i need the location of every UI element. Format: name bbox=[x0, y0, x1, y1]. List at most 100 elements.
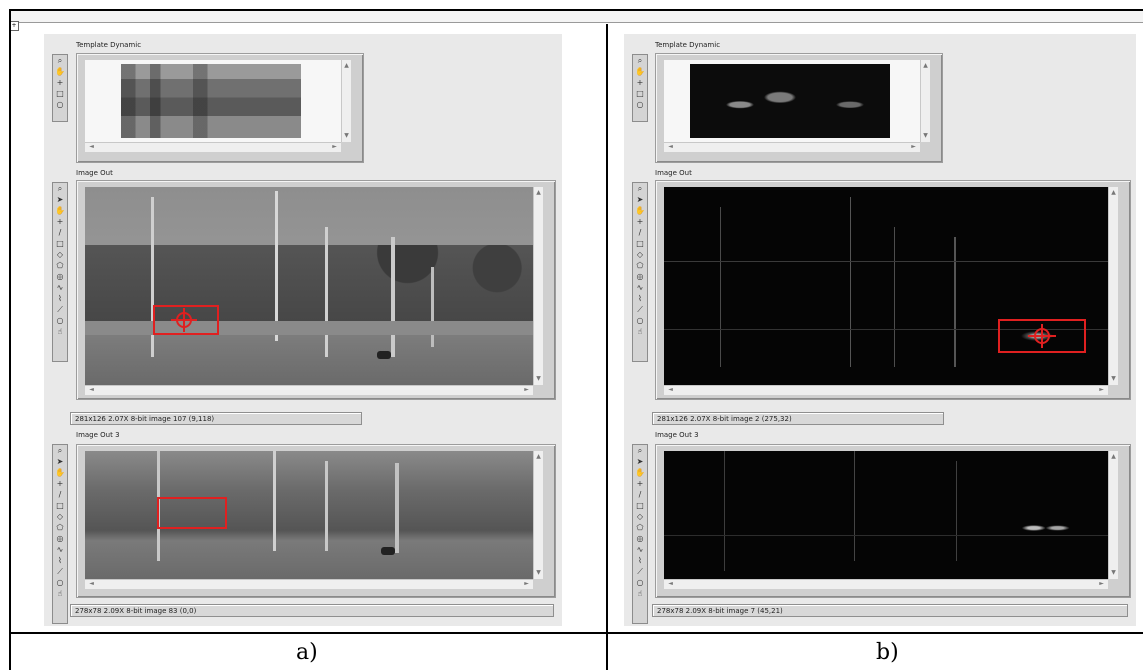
annulus-icon[interactable]: ◎ bbox=[636, 534, 644, 543]
template-image-b[interactable] bbox=[664, 60, 920, 142]
image-out-hscroll-a[interactable]: ◄ ► bbox=[85, 385, 533, 395]
template-vscroll-b[interactable]: ▲ ▼ bbox=[920, 60, 930, 142]
freehand-icon[interactable]: ∿ bbox=[636, 283, 644, 292]
hand-icon[interactable]: ☝ bbox=[57, 589, 63, 598]
image-out-vscroll-b[interactable]: ▲ ▼ bbox=[1108, 187, 1118, 385]
point-icon[interactable]: + bbox=[636, 78, 644, 87]
polygon-icon[interactable]: ⬠ bbox=[636, 261, 644, 270]
image-out3-image-b[interactable] bbox=[664, 451, 1108, 579]
freehand-icon[interactable]: ∿ bbox=[56, 545, 64, 554]
annulus-icon[interactable]: ◎ bbox=[56, 534, 64, 543]
image-out3-hscroll-a[interactable]: ◄ ► bbox=[85, 579, 533, 589]
line-icon[interactable]: / bbox=[58, 490, 62, 499]
polygon-icon[interactable]: ⬠ bbox=[56, 523, 64, 532]
polyline-icon[interactable]: ⟋ bbox=[637, 567, 643, 576]
point-icon[interactable]: + bbox=[56, 217, 64, 226]
point-icon[interactable]: + bbox=[56, 78, 64, 87]
image-out3-image-a[interactable] bbox=[85, 451, 533, 579]
dog-a bbox=[377, 351, 391, 359]
pan-icon[interactable]: ✋ bbox=[635, 67, 645, 76]
image-out3-display-a: ▲ ▼ ◄ ► bbox=[76, 444, 556, 598]
line-icon[interactable]: / bbox=[638, 228, 642, 237]
point-icon[interactable]: + bbox=[636, 479, 644, 488]
annulus-icon[interactable]: ◎ bbox=[56, 272, 64, 281]
image-out-display-a: ▲ ▼ ◄ ► bbox=[76, 180, 556, 400]
rectangle-icon[interactable]: □ bbox=[56, 239, 64, 248]
freehand-icon[interactable]: ∿ bbox=[56, 283, 64, 292]
polyline-icon[interactable]: ⟋ bbox=[57, 567, 63, 576]
rectangle-icon[interactable]: □ bbox=[56, 501, 64, 510]
rectangle-icon[interactable]: □ bbox=[56, 89, 64, 98]
polyline-icon[interactable]: ⟋ bbox=[637, 305, 643, 314]
hand-icon[interactable]: ☝ bbox=[637, 327, 643, 336]
image-out3-vscroll-a[interactable]: ▲ ▼ bbox=[533, 451, 543, 579]
zoom-icon[interactable]: ⌕ bbox=[637, 56, 643, 65]
freehand-icon[interactable]: ∿ bbox=[636, 545, 644, 554]
zoom-icon[interactable]: ⌕ bbox=[637, 184, 643, 193]
image-out3-hscroll-b[interactable]: ◄ ► bbox=[664, 579, 1108, 589]
point-icon[interactable]: + bbox=[56, 479, 64, 488]
pan-icon[interactable]: ✋ bbox=[55, 67, 65, 76]
broken-line-icon[interactable]: ⌇ bbox=[58, 294, 62, 303]
oval-icon[interactable]: ○ bbox=[56, 316, 64, 325]
oval-icon[interactable]: ○ bbox=[636, 578, 644, 587]
pan-icon[interactable]: ✋ bbox=[55, 468, 65, 477]
line-icon[interactable]: / bbox=[638, 490, 642, 499]
rotated-rect-icon[interactable]: ◇ bbox=[56, 250, 64, 259]
edge3-ground-b bbox=[664, 535, 1108, 536]
pole-2-b3a bbox=[273, 451, 276, 551]
template-vscroll-a[interactable]: ▲ ▼ bbox=[341, 60, 351, 142]
image-out-image-a[interactable] bbox=[85, 187, 533, 385]
zoom-icon[interactable]: ⌕ bbox=[57, 446, 63, 455]
status-bar-bottom-a: 278x78 2.09X 8-bit image 83 (0,0) bbox=[70, 604, 554, 617]
annulus-icon[interactable]: ◎ bbox=[636, 272, 644, 281]
rotated-rect-icon[interactable]: ◇ bbox=[636, 250, 644, 259]
pointer-icon[interactable]: ➤ bbox=[636, 195, 644, 204]
line-icon[interactable]: / bbox=[58, 228, 62, 237]
zoom-icon[interactable]: ⌕ bbox=[637, 446, 643, 455]
polygon-icon[interactable]: ⬠ bbox=[636, 523, 644, 532]
rectangle-icon[interactable]: □ bbox=[636, 501, 644, 510]
zoom-icon[interactable]: ⌕ bbox=[57, 184, 63, 193]
template-dynamic-label-a: Template Dynamic bbox=[76, 41, 142, 49]
polygon-icon[interactable]: ⬠ bbox=[56, 261, 64, 270]
oval-icon[interactable]: ○ bbox=[56, 578, 64, 587]
template-hscroll-a[interactable]: ◄ ► bbox=[85, 142, 341, 152]
pointer-icon[interactable]: ➤ bbox=[636, 457, 644, 466]
rectangle-icon[interactable]: □ bbox=[636, 239, 644, 248]
polyline-icon[interactable]: ⟋ bbox=[57, 305, 63, 314]
image-out-hscroll-b[interactable]: ◄ ► bbox=[664, 385, 1108, 395]
edge3-pole-2-b bbox=[854, 451, 855, 561]
detection-box-3a bbox=[157, 497, 227, 529]
image-out3-vscroll-b[interactable]: ▲ ▼ bbox=[1108, 451, 1118, 579]
pointer-icon[interactable]: ➤ bbox=[56, 195, 64, 204]
rectangle-icon[interactable]: □ bbox=[636, 89, 644, 98]
broken-line-icon[interactable]: ⌇ bbox=[638, 294, 642, 303]
image-out3-label-a: Image Out 3 bbox=[76, 431, 120, 439]
pan-icon[interactable]: ✋ bbox=[635, 468, 645, 477]
template-image-a[interactable] bbox=[85, 60, 341, 142]
pole-4-a bbox=[391, 237, 395, 357]
hand-icon[interactable]: ☝ bbox=[57, 327, 63, 336]
broken-line-icon[interactable]: ⌇ bbox=[58, 556, 62, 565]
image-out-label-b: Image Out bbox=[655, 169, 692, 177]
oval-icon[interactable]: ○ bbox=[636, 100, 644, 109]
broken-line-icon[interactable]: ⌇ bbox=[638, 556, 642, 565]
status-bar-top-b: 281x126 2.07X 8-bit image 2 (275,32) bbox=[652, 412, 944, 425]
image-out3-display-b: ▲ ▼ ◄ ► bbox=[655, 444, 1131, 598]
rotated-rect-icon[interactable]: ◇ bbox=[56, 512, 64, 521]
zoom-icon[interactable]: ⌕ bbox=[57, 56, 63, 65]
pan-icon[interactable]: ✋ bbox=[635, 206, 645, 215]
pointer-icon[interactable]: ➤ bbox=[56, 457, 64, 466]
pan-icon[interactable]: ✋ bbox=[55, 206, 65, 215]
rotated-rect-icon[interactable]: ◇ bbox=[636, 512, 644, 521]
template-hscroll-b[interactable]: ◄ ► bbox=[664, 142, 920, 152]
caption-row-border bbox=[9, 632, 1143, 634]
hand-icon[interactable]: ☝ bbox=[637, 589, 643, 598]
oval-icon[interactable]: ○ bbox=[56, 100, 64, 109]
oval-icon[interactable]: ○ bbox=[636, 316, 644, 325]
pole-1-a bbox=[151, 197, 154, 357]
point-icon[interactable]: + bbox=[636, 217, 644, 226]
image-out-image-b[interactable] bbox=[664, 187, 1108, 385]
image-out-vscroll-a[interactable]: ▲ ▼ bbox=[533, 187, 543, 385]
